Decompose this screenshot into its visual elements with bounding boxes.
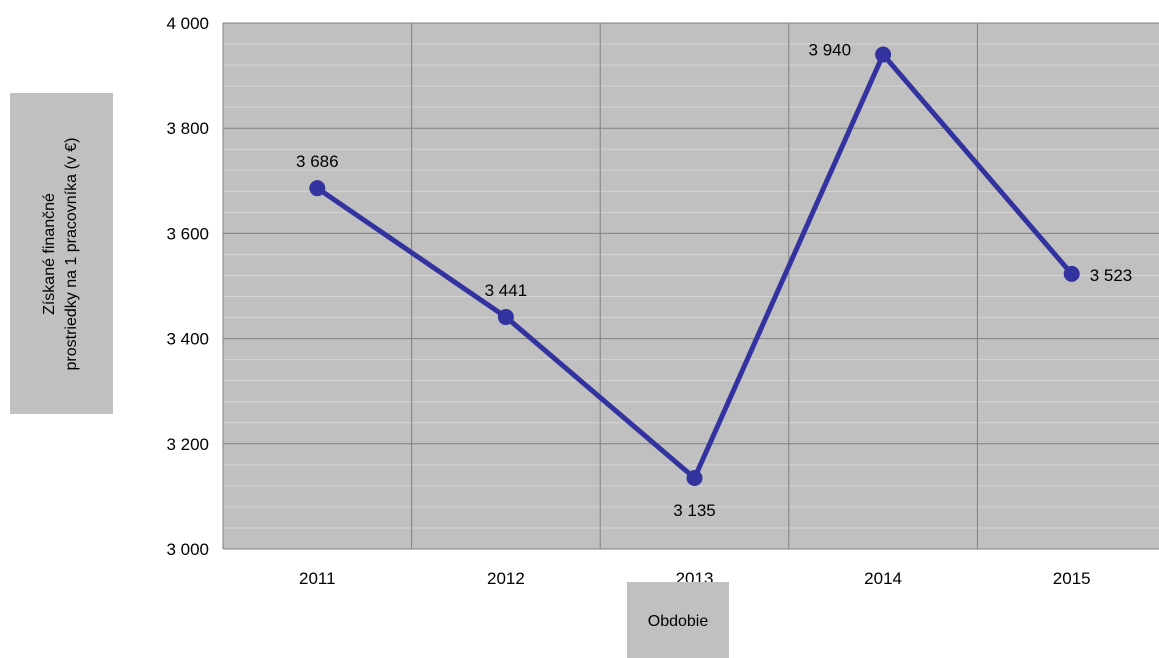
y-axis-title-box (10, 93, 113, 414)
data-point (309, 180, 326, 197)
y-axis-tick-labels: 3 000 3 200 3 400 3 600 3 800 4 000 (166, 14, 209, 559)
x-tick-label: 2015 (1053, 569, 1091, 588)
data-labels: 3 686 3 441 3 135 3 940 3 523 (296, 41, 1132, 520)
data-point (1063, 265, 1080, 282)
y-axis-title: Získané finančné prostriedky na 1 pracov… (10, 93, 113, 414)
minor-gridlines (223, 43, 1159, 529)
y-tick-label: 3 000 (166, 540, 209, 559)
y-tick-label: 3 400 (166, 330, 209, 349)
data-label: 3 940 (809, 41, 852, 60)
x-axis-title-text: Obdobie (648, 613, 709, 630)
data-label: 3 135 (673, 501, 716, 520)
data-point (497, 309, 514, 326)
y-tick-label: 3 200 (166, 435, 209, 454)
data-label: 3 523 (1090, 266, 1133, 285)
x-axis-title: Obdobie (627, 582, 729, 658)
data-point (875, 46, 892, 63)
y-tick-label: 3 600 (166, 224, 209, 243)
data-points (309, 46, 1080, 486)
x-tick-label: 2011 (299, 569, 336, 588)
x-axis-tick-labels: 2011 2012 2013 2014 2015 (299, 569, 1091, 588)
data-point (686, 469, 703, 486)
x-tick-label: 2014 (864, 569, 902, 588)
y-tick-label: 3 800 (166, 119, 209, 138)
plot-area (223, 23, 1159, 549)
y-tick-label: 4 000 (166, 14, 209, 33)
data-label: 3 686 (296, 152, 339, 171)
y-axis-title-line-2: prostriedky na 1 pracovníka (v €) (63, 138, 80, 371)
x-tick-label: 2012 (487, 569, 525, 588)
x-axis-title-box (627, 582, 729, 658)
y-axis-title-line-1: Získané finančné (41, 193, 58, 315)
data-label: 3 441 (485, 281, 528, 300)
